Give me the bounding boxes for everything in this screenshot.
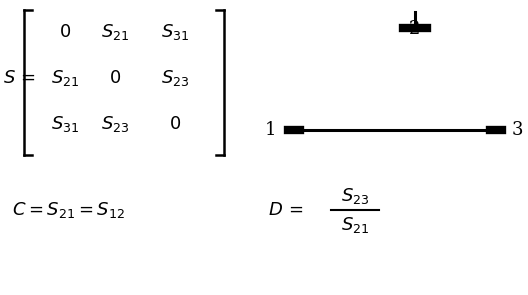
Text: $S_{21}$: $S_{21}$	[341, 215, 369, 235]
Text: $S\, =$: $S\, =$	[3, 69, 36, 87]
Text: $0$: $0$	[109, 69, 121, 87]
Text: $0$: $0$	[169, 115, 181, 133]
Text: $S_{21}$: $S_{21}$	[101, 22, 129, 42]
Text: $S_{31}$: $S_{31}$	[51, 114, 79, 134]
Text: $S_{31}$: $S_{31}$	[161, 22, 189, 42]
Text: 3: 3	[512, 121, 523, 139]
Text: $0$: $0$	[59, 23, 71, 41]
Text: $S_{23}$: $S_{23}$	[101, 114, 129, 134]
Text: 1: 1	[265, 121, 276, 139]
Text: $S_{23}$: $S_{23}$	[161, 68, 189, 88]
Text: $C = S_{21} = S_{12}$: $C = S_{21} = S_{12}$	[12, 200, 125, 220]
Text: $D\, =$: $D\, =$	[268, 201, 304, 219]
Text: $S_{23}$: $S_{23}$	[341, 186, 369, 206]
Text: $S_{21}$: $S_{21}$	[51, 68, 79, 88]
Text: 2: 2	[409, 20, 421, 38]
